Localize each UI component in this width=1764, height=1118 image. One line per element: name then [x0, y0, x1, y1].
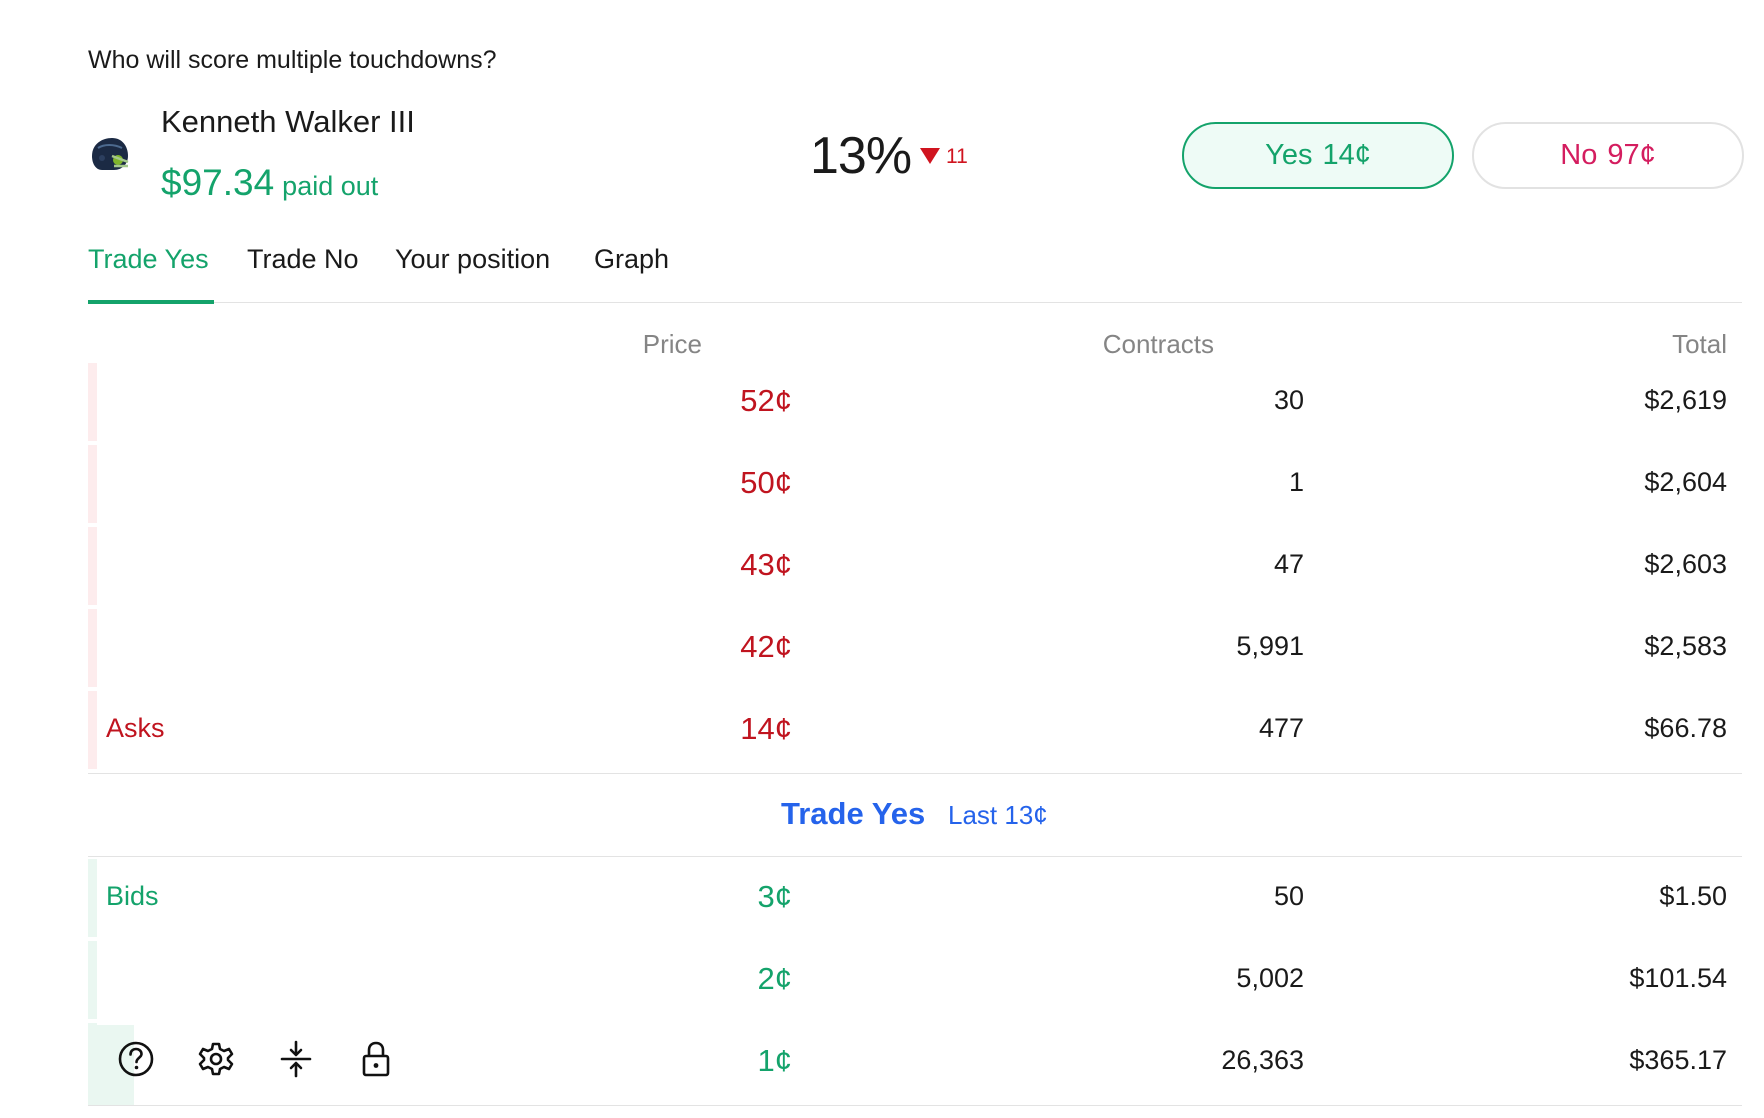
bid-row[interactable]: 2¢ 5,002 $101.54 [88, 939, 1742, 1021]
bid-contracts: 26,363 [1221, 1045, 1304, 1075]
ask-depth-bar [88, 363, 97, 441]
contracts-column-header: Contracts [1102, 329, 1214, 359]
lock-icon[interactable] [356, 1039, 396, 1079]
ask-contracts: 1 [1288, 467, 1304, 497]
tab-graph[interactable]: Graph [594, 244, 670, 274]
ask-price: 14¢ [740, 711, 792, 746]
bid-price: 2¢ [757, 961, 792, 996]
price-column-header: Price [642, 329, 702, 359]
ask-depth-bar [88, 609, 97, 687]
toolbar-highlight [88, 1025, 134, 1105]
tab-trade-no[interactable]: Trade No [247, 244, 359, 274]
seahawks-helmet-icon [92, 138, 129, 170]
spread-divider-top [88, 773, 1742, 774]
bid-contracts: 50 [1273, 881, 1304, 911]
ask-price: 50¢ [740, 465, 792, 500]
total-column-header: Total [1672, 329, 1727, 359]
spread-divider-bottom [88, 856, 1742, 857]
bids-label: Bids [106, 881, 159, 911]
player-name: Kenneth Walker III [161, 104, 415, 139]
asks-label: Asks [106, 713, 165, 743]
ask-depth-bar [88, 691, 97, 769]
bid-row[interactable]: 1¢ 26,363 $365.17 [88, 1021, 1742, 1103]
ask-row[interactable]: 43¢ 47 $2,603 [88, 525, 1742, 607]
tab-bar: Trade Yes Trade No Your position Graph [88, 240, 1742, 304]
ask-row[interactable]: 52¢ 30 $2,619 [88, 361, 1742, 443]
bid-total: $365.17 [1629, 1045, 1727, 1075]
bid-price: 3¢ [757, 879, 792, 914]
ask-total: $2,603 [1644, 549, 1727, 579]
tab-your-position[interactable]: Your position [395, 244, 551, 274]
ask-price: 43¢ [740, 547, 792, 582]
ask-total: $2,619 [1644, 385, 1727, 415]
ask-price: 52¢ [740, 383, 792, 418]
bid-contracts: 5,002 [1236, 963, 1304, 993]
ask-contracts: 30 [1273, 385, 1304, 415]
yes-label: Yes [1265, 139, 1313, 171]
bid-price: 1¢ [757, 1043, 792, 1078]
ask-contracts: 47 [1273, 549, 1304, 579]
bid-depth-bar [88, 859, 97, 937]
ask-depth-bar [88, 527, 97, 605]
tab-trade-yes[interactable]: Trade Yes [88, 244, 209, 274]
active-tab-indicator [88, 300, 214, 304]
buy-yes-button[interactable]: Yes 14¢ [1182, 122, 1454, 189]
ask-row[interactable]: 50¢ 1 $2,604 [88, 443, 1742, 525]
yes-price: 14¢ [1322, 139, 1371, 171]
probability-change: 11 [920, 145, 968, 169]
help-icon[interactable] [116, 1039, 156, 1079]
spread-trade-yes-link[interactable]: Trade Yes [781, 796, 926, 831]
ask-total: $2,583 [1644, 631, 1727, 661]
down-triangle-icon [920, 148, 940, 164]
market-question: Who will score multiple touchdowns? [88, 46, 497, 74]
bid-depth-bar [88, 941, 97, 1019]
ask-total: $2,604 [1644, 467, 1727, 497]
paid-amount: $97.34 [161, 162, 275, 203]
settings-gear-icon[interactable] [196, 1039, 236, 1079]
ask-row[interactable]: Asks 14¢ 477 $66.78 [88, 689, 1742, 771]
paid-out-summary: $97.34 paid out [161, 162, 378, 204]
ask-price: 42¢ [740, 629, 792, 664]
ask-depth-bar [88, 445, 97, 523]
change-value: 11 [946, 145, 968, 168]
no-label: No [1560, 139, 1598, 171]
bid-row[interactable]: Bids 3¢ 50 $1.50 [88, 857, 1742, 939]
ask-row[interactable]: 42¢ 5,991 $2,583 [88, 607, 1742, 689]
compress-vertical-icon[interactable] [276, 1039, 316, 1079]
ask-total: $66.78 [1644, 713, 1727, 743]
bid-total: $101.54 [1629, 963, 1727, 993]
bid-total: $1.50 [1659, 881, 1727, 911]
ask-contracts: 5,991 [1236, 631, 1304, 661]
orderbook-bottom-divider [88, 1105, 1742, 1106]
ask-contracts: 477 [1258, 713, 1304, 743]
last-price: Last 13¢ [948, 800, 1048, 830]
no-price: 97¢ [1607, 139, 1656, 171]
probability-value: 13% [810, 127, 912, 185]
buy-no-button[interactable]: No 97¢ [1472, 122, 1744, 189]
paid-suffix: paid out [282, 171, 379, 201]
